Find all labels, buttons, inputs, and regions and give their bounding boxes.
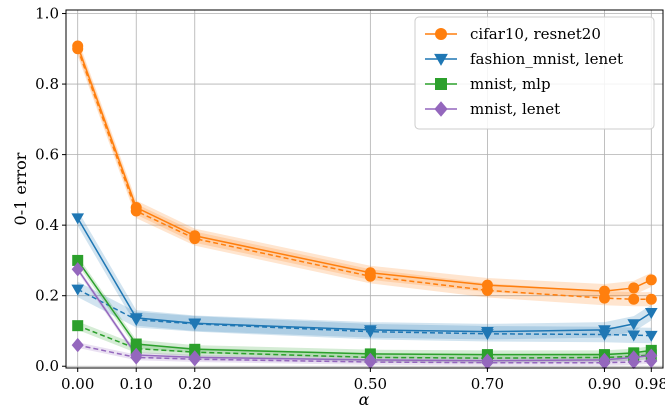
y-tick-label: 0.0 — [35, 357, 59, 375]
x-tick-labels: 0.00 0.10 0.20 0.50 0.70 0.90 0.98 — [61, 368, 665, 393]
x-tick-label: 0.70 — [471, 375, 504, 393]
point-cifar10-resnet20-dashed — [130, 205, 142, 217]
point-mnist-lenet-solid — [71, 262, 84, 277]
series-markers — [71, 40, 658, 370]
band-fashion-mnist-lenet-solid — [77, 210, 652, 340]
x-tick-label: 0.20 — [178, 375, 211, 393]
y-tick-label: 0.6 — [35, 146, 59, 164]
band-mnist-mlp-dashed — [77, 321, 652, 363]
line-fashion-mnist-lenet-solid — [77, 217, 652, 333]
point-fashion-mnist-lenet-dashed — [598, 329, 611, 341]
x-tick-label: 0.10 — [120, 375, 153, 393]
x-tick-label: 0.00 — [61, 375, 94, 393]
legend-marker-mnist-mlp — [435, 78, 447, 90]
x-tick-label: 0.90 — [588, 375, 621, 393]
point-cifar10-resnet20-dashed — [189, 233, 201, 245]
point-cifar10-resnet20-dashed — [598, 292, 610, 304]
band-fashion-mnist-lenet-dashed — [77, 281, 652, 344]
x-axis-label: α — [359, 390, 370, 409]
y-tick-labels: 0.0 0.2 0.4 0.6 0.8 1.0 — [35, 5, 66, 375]
point-mnist-mlp-dashed — [72, 320, 84, 332]
x-tick-label: 0.50 — [354, 375, 387, 393]
legend-marker-cifar10-resnet20 — [435, 28, 447, 40]
point-fashion-mnist-lenet-dashed — [644, 330, 658, 342]
point-fashion-mnist-lenet-solid — [71, 213, 85, 225]
point-cifar10-resnet20-solid — [628, 282, 640, 294]
point-mnist-lenet-dashed — [598, 355, 611, 370]
legend-label-mnist-mlp: mnist, mlp — [470, 75, 551, 93]
point-mnist-lenet-dashed — [627, 354, 640, 370]
point-mnist-lenet-dashed — [481, 355, 494, 370]
point-fashion-mnist-lenet-solid — [627, 319, 641, 331]
plot-frame — [65, 9, 664, 369]
point-mnist-lenet-dashed — [130, 350, 143, 365]
y-tick-label: 0.2 — [35, 287, 59, 305]
legend-label-fashion-mnist-lenet: fashion_mnist, lenet — [470, 50, 623, 68]
point-cifar10-resnet20-dashed — [364, 270, 376, 282]
band-cifar10-resnet20-dashed — [77, 41, 652, 307]
point-fashion-mnist-lenet-solid — [644, 307, 658, 319]
x-tick-label: 0.98 — [635, 375, 665, 393]
y-tick-label: 0.4 — [35, 216, 59, 234]
point-fashion-mnist-lenet-dashed — [481, 329, 494, 341]
legend-label-cifar10-resnet20: cifar10, resnet20 — [470, 25, 601, 43]
point-cifar10-resnet20-solid — [645, 274, 657, 286]
point-mnist-lenet-dashed — [71, 337, 84, 353]
line-fashion-mnist-lenet-dashed — [77, 288, 652, 337]
point-cifar10-resnet20-dashed — [72, 43, 84, 55]
legend-marker-fashion-mnist-lenet — [434, 53, 448, 66]
point-fashion-mnist-lenet-dashed — [129, 315, 143, 327]
point-cifar10-resnet20-dashed — [481, 284, 493, 296]
legend-marker-mnist-lenet — [434, 101, 448, 117]
point-mnist-lenet-dashed — [188, 352, 201, 367]
point-fashion-mnist-lenet-dashed — [364, 326, 377, 338]
point-fashion-mnist-lenet-dashed — [71, 284, 85, 296]
y-tick-label: 0.8 — [35, 75, 59, 93]
point-cifar10-resnet20-dashed — [645, 293, 657, 305]
y-axis-label: 0-1 error — [11, 152, 30, 225]
point-fashion-mnist-lenet-dashed — [627, 330, 641, 342]
legend-box — [414, 16, 655, 130]
point-mnist-lenet-dashed — [645, 353, 658, 369]
point-cifar10-resnet20-dashed — [628, 293, 640, 305]
legend-label-mnist-lenet: mnist, lenet — [470, 100, 560, 118]
point-mnist-mlp-solid — [72, 254, 84, 266]
point-fashion-mnist-lenet-dashed — [188, 319, 202, 331]
legend: cifar10, resnet20 fashion_mnist, lenet mni… — [414, 16, 655, 130]
y-tick-label: 1.0 — [35, 5, 59, 23]
point-mnist-lenet-dashed — [364, 354, 377, 370]
